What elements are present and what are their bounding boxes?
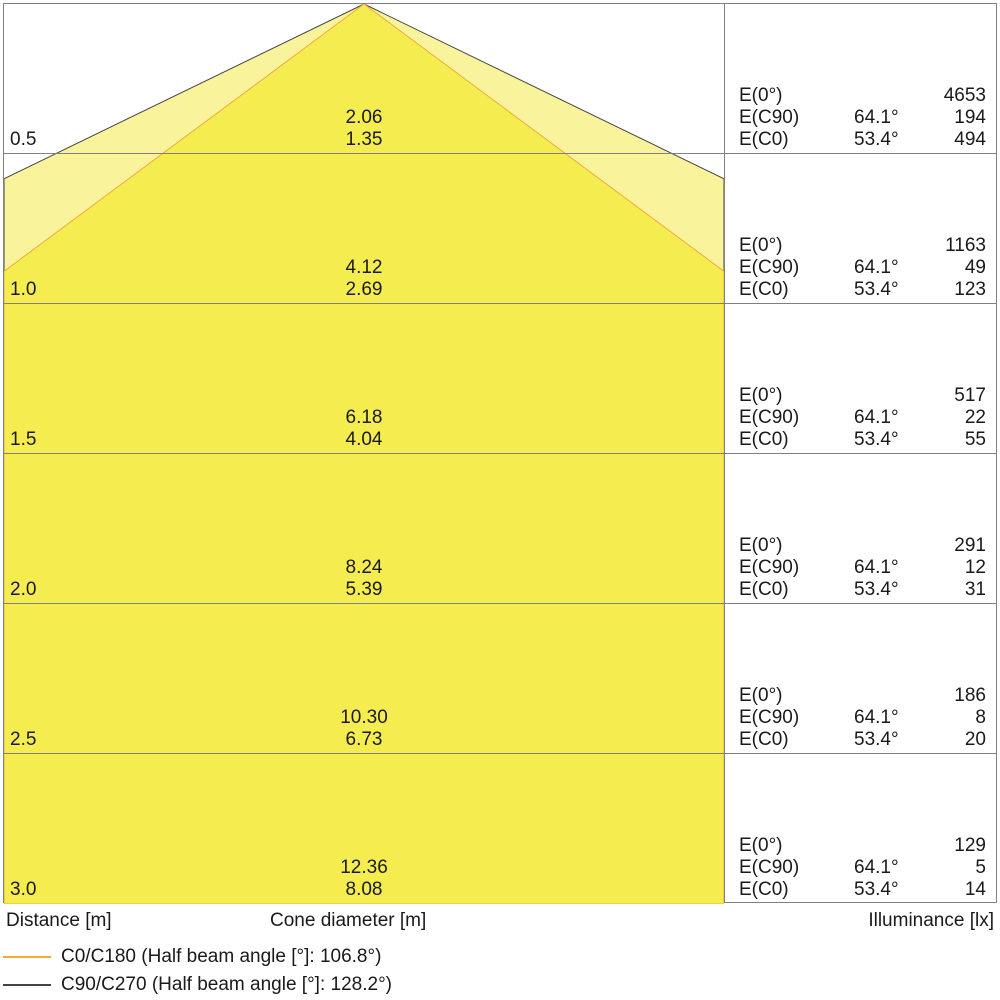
legend-label-c0: C0/C180 (Half beam angle [°]: 106.8°) (61, 946, 381, 968)
illum-angle: 64.1° (854, 708, 899, 727)
illum-field-label: E(C0) (739, 130, 789, 149)
illum-angle: 53.4° (854, 580, 899, 599)
illum-field-label: E(C90) (739, 108, 799, 127)
illum-field-label: E(C90) (739, 708, 799, 727)
cone-diameter-outer: 12.36 (4, 858, 724, 877)
axis-label-cone: Cone diameter [m] (270, 910, 426, 932)
illum-value: 291 (954, 536, 986, 555)
illum-field-label: E(0°) (739, 836, 783, 855)
cone-diameter-inner: 4.04 (4, 430, 724, 449)
illum-value: 1163 (945, 236, 986, 255)
illum-value: 494 (954, 130, 986, 149)
illum-field-label: E(C90) (739, 408, 799, 427)
cone-diagram: 0.52.061.35E(0°)4653E(C90)64.1°194E(C0)5… (3, 3, 997, 903)
cone-diameter-outer: 10.30 (4, 708, 724, 727)
illum-value: 123 (954, 280, 986, 299)
data-row: 3.012.368.08E(0°)129E(C90)64.1°5E(C0)53.… (4, 754, 996, 904)
legend-swatch-c90 (3, 984, 51, 986)
cone-diameter-inner: 8.08 (4, 880, 724, 899)
illum-angle: 64.1° (854, 108, 899, 127)
illum-value: 8 (975, 708, 986, 727)
axis-label-illuminance: Illuminance [lx] (868, 910, 994, 932)
cone-diameter-inner: 2.69 (4, 280, 724, 299)
illum-value: 4653 (944, 86, 986, 105)
illum-field-label: E(C0) (739, 730, 789, 749)
illum-angle: 64.1° (854, 258, 899, 277)
illum-field-label: E(C90) (739, 858, 799, 877)
cone-diameter-inner: 1.35 (4, 130, 724, 149)
illum-field-label: E(0°) (739, 86, 783, 105)
illum-value: 22 (965, 408, 986, 427)
legend-swatch-c0 (3, 956, 51, 958)
cone-diameter-outer: 6.18 (4, 408, 724, 427)
illum-field-label: E(0°) (739, 236, 783, 255)
illum-value: 14 (965, 880, 986, 899)
legend-label-c90: C90/C270 (Half beam angle [°]: 128.2°) (61, 974, 392, 996)
illum-value: 194 (954, 108, 986, 127)
data-row: 1.56.184.04E(0°)517E(C90)64.1°22E(C0)53.… (4, 304, 996, 454)
data-row: 2.510.306.73E(0°)186E(C90)64.1°8E(C0)53.… (4, 604, 996, 754)
illum-field-label: E(0°) (739, 386, 783, 405)
illum-angle: 53.4° (854, 880, 899, 899)
data-row: 0.52.061.35E(0°)4653E(C90)64.1°194E(C0)5… (4, 4, 996, 154)
legend-c0: C0/C180 (Half beam angle [°]: 106.8°) (3, 946, 381, 968)
illum-field-label: E(C0) (739, 280, 789, 299)
cone-diameter-outer: 2.06 (4, 108, 724, 127)
illum-value: 12 (965, 558, 986, 577)
illum-field-label: E(C90) (739, 258, 799, 277)
illum-field-label: E(C90) (739, 558, 799, 577)
illum-field-label: E(C0) (739, 580, 789, 599)
illum-angle: 64.1° (854, 558, 899, 577)
illum-field-label: E(0°) (739, 536, 783, 555)
data-row: 2.08.245.39E(0°)291E(C90)64.1°12E(C0)53.… (4, 454, 996, 604)
illum-angle: 53.4° (854, 130, 899, 149)
cone-diameter-outer: 8.24 (4, 558, 724, 577)
illum-angle: 64.1° (854, 408, 899, 427)
data-row: 1.04.122.69E(0°)1163E(C90)64.1°49E(C0)53… (4, 154, 996, 304)
illum-value: 5 (975, 858, 986, 877)
cone-diagram-wrapper: 0.52.061.35E(0°)4653E(C90)64.1°194E(C0)5… (0, 0, 1000, 1000)
illum-angle: 53.4° (854, 280, 899, 299)
illum-value: 31 (965, 580, 986, 599)
illum-value: 49 (965, 258, 986, 277)
illum-value: 20 (965, 730, 986, 749)
illum-value: 517 (954, 386, 986, 405)
legend-c90: C90/C270 (Half beam angle [°]: 128.2°) (3, 974, 392, 996)
cone-diameter-outer: 4.12 (4, 258, 724, 277)
illum-field-label: E(C0) (739, 430, 789, 449)
illum-field-label: E(0°) (739, 686, 783, 705)
axis-label-distance: Distance [m] (6, 910, 112, 932)
illum-field-label: E(C0) (739, 880, 789, 899)
illum-angle: 53.4° (854, 430, 899, 449)
illum-value: 55 (965, 430, 986, 449)
illum-value: 129 (954, 836, 986, 855)
illum-angle: 64.1° (854, 858, 899, 877)
cone-diameter-inner: 6.73 (4, 730, 724, 749)
illum-value: 186 (954, 686, 986, 705)
cone-diameter-inner: 5.39 (4, 580, 724, 599)
illum-angle: 53.4° (854, 730, 899, 749)
